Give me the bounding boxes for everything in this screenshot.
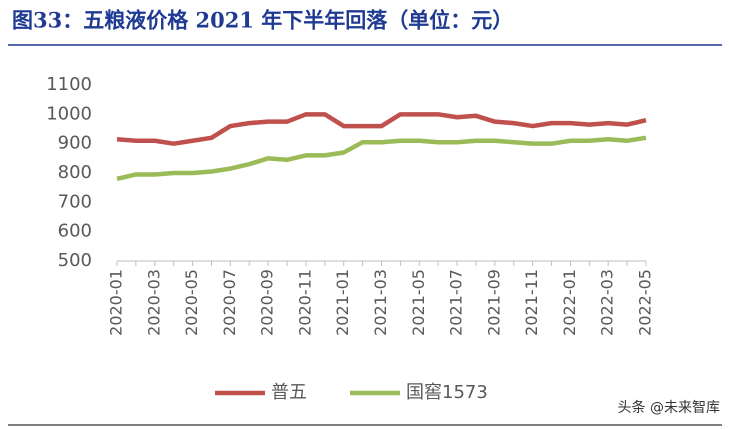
y-tick-label: 1100 xyxy=(46,74,92,95)
legend-label: 普五 xyxy=(271,382,307,403)
x-tick-label: 2021-05 xyxy=(409,269,428,336)
chart-title: 图33：五粮液价格 2021 年下半年回落（单位：元） xyxy=(12,8,513,33)
y-tick-label: 700 xyxy=(58,191,92,212)
x-tick-label: 2020-07 xyxy=(220,269,239,336)
x-tick-label: 2022-01 xyxy=(560,269,579,336)
y-tick-label: 600 xyxy=(58,221,92,242)
y-tick-label: 900 xyxy=(58,133,92,154)
x-tick-label: 2022-05 xyxy=(636,269,655,336)
x-tick-label: 2021-07 xyxy=(447,269,466,336)
x-tick-label: 2021-09 xyxy=(484,269,503,336)
y-tick-label: 800 xyxy=(58,162,92,183)
x-tick-label: 2021-11 xyxy=(522,269,541,336)
x-tick-label: 2021-01 xyxy=(333,269,352,336)
x-tick-label: 2020-03 xyxy=(144,269,163,336)
x-tick-label: 2020-11 xyxy=(295,269,314,336)
series-line xyxy=(116,135,647,182)
legend-label: 国窖1573 xyxy=(406,382,488,403)
x-tick-label: 2022-03 xyxy=(598,269,617,336)
watermark: 头条 @未来智库 xyxy=(618,399,720,416)
x-tick-label: 2020-09 xyxy=(258,269,277,336)
x-tick-label: 2020-01 xyxy=(107,269,126,336)
x-tick-label: 2021-03 xyxy=(371,269,390,336)
y-tick-label: 1000 xyxy=(46,103,92,124)
x-tick-label: 2020-05 xyxy=(182,269,201,336)
series-line xyxy=(116,112,647,146)
y-tick-label: 500 xyxy=(58,250,92,271)
